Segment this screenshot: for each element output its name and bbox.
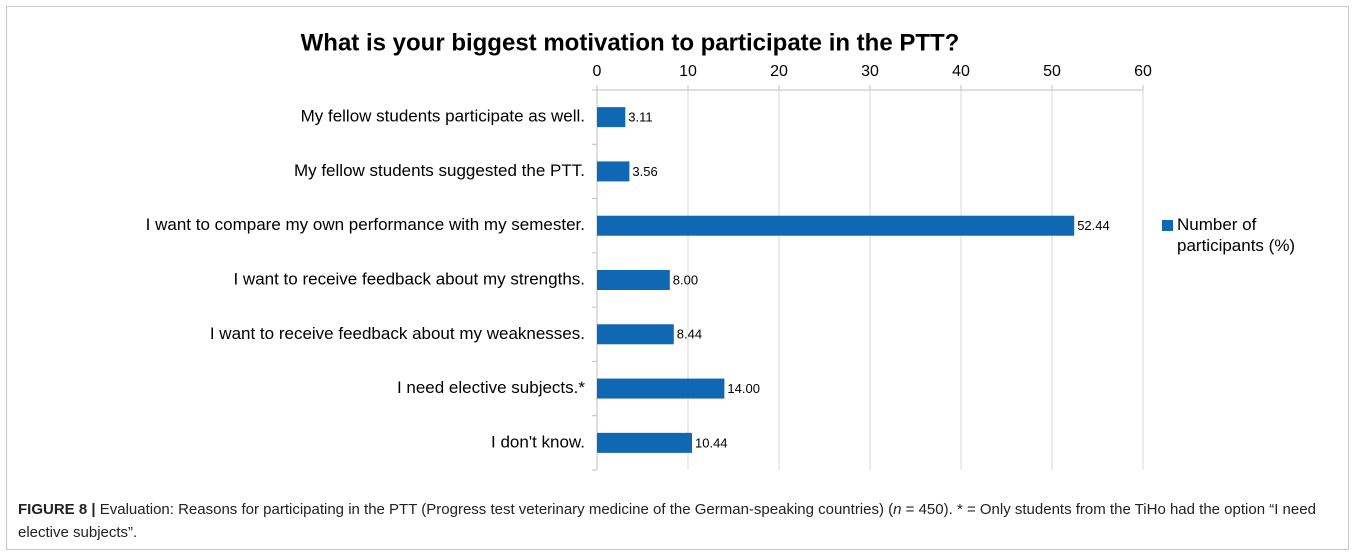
legend-label: Number of participants (%) — [1177, 215, 1296, 255]
x-tick-label: 30 — [861, 63, 879, 80]
caption-italic: n — [893, 501, 902, 518]
bar — [597, 378, 725, 399]
bar — [597, 107, 626, 128]
data-label: 52.44 — [1077, 218, 1110, 233]
y-tick-label: My fellow students suggested the PTT. — [294, 161, 585, 180]
bar — [597, 270, 670, 290]
y-tick-label: I need elective subjects.* — [397, 378, 585, 397]
bar — [597, 324, 674, 345]
bar — [597, 215, 1075, 236]
x-tick-label: 50 — [1043, 63, 1061, 80]
x-tick-label: 20 — [770, 63, 788, 80]
data-label: 10.44 — [695, 435, 728, 450]
x-tick-label: 10 — [679, 63, 697, 80]
x-tick-label: 60 — [1134, 63, 1152, 80]
bar — [597, 432, 693, 453]
y-tick-label: I want to receive feedback about my weak… — [210, 324, 585, 343]
y-tick-label: I want to compare my own performance wit… — [146, 215, 585, 234]
data-label: 8.44 — [677, 327, 702, 342]
chart-title: What is your biggest motivation to parti… — [301, 29, 960, 56]
x-tick-label: 40 — [952, 63, 970, 80]
caption-text: Evaluation: Reasons for participating in… — [99, 501, 894, 518]
y-tick-label: My fellow students participate as well. — [301, 107, 585, 126]
caption-text: = 450). * = Only students from the TiHo … — [18, 501, 1316, 541]
legend: Number of participants (%) — [1162, 214, 1332, 256]
y-tick-label: I want to receive feedback about my stre… — [233, 269, 585, 288]
caption-label: FIGURE 8 | — [18, 501, 96, 518]
y-tick-label: I don't know. — [491, 432, 585, 451]
caption: FIGURE 8 | Evaluation: Reasons for parti… — [18, 498, 1340, 544]
legend-swatch — [1162, 220, 1173, 231]
data-label: 3.11 — [628, 110, 652, 125]
bar — [597, 161, 630, 182]
x-tick-label: 0 — [593, 63, 602, 80]
data-label: 14.00 — [727, 381, 760, 396]
chart: What is your biggest motivation to parti… — [146, 29, 1152, 471]
data-label: 8.00 — [673, 272, 698, 287]
data-label: 3.56 — [632, 164, 657, 179]
figure-frame — [6, 6, 1349, 550]
